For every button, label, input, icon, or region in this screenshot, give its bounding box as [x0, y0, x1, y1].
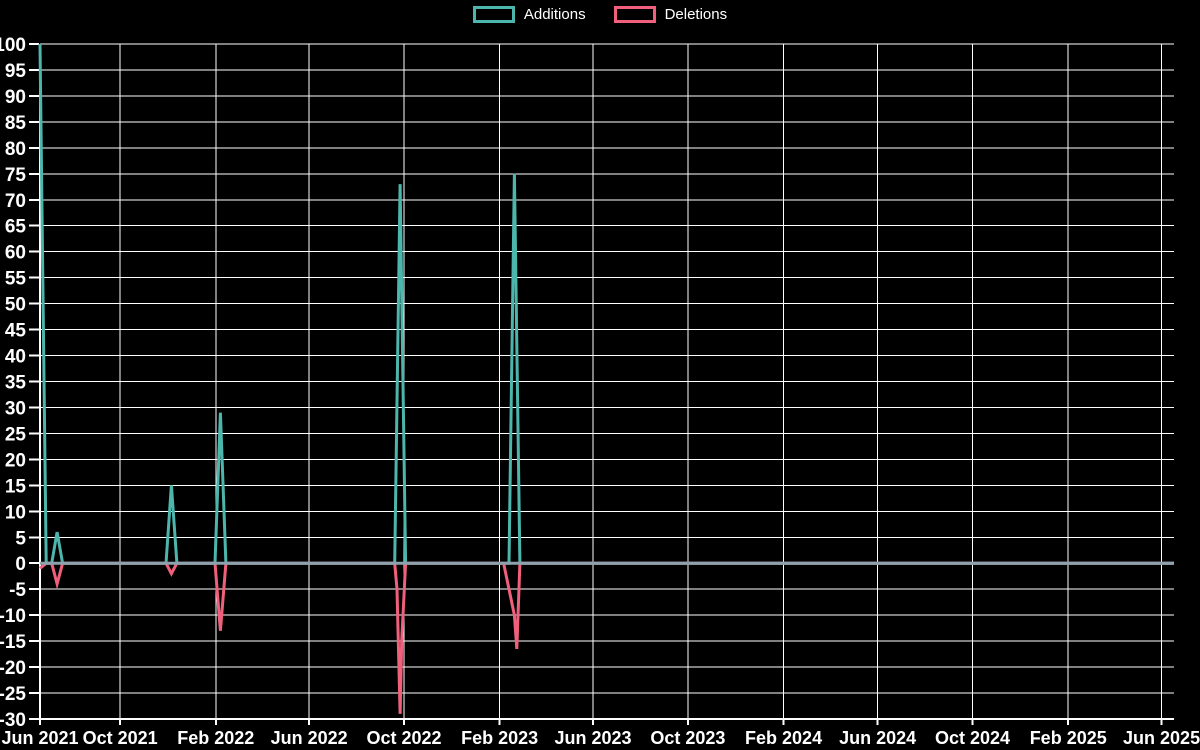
y-tick-label: 30 — [5, 398, 26, 419]
y-tick-label: 15 — [5, 476, 27, 497]
y-tick-label: -25 — [0, 684, 26, 705]
y-tick-label: 95 — [5, 61, 27, 82]
y-tick-label: 20 — [5, 450, 26, 471]
y-tick-label: -5 — [9, 580, 26, 601]
x-tick-label: Oct 2023 — [650, 728, 725, 748]
y-tick-label: 80 — [5, 139, 26, 160]
legend-item-deletions[interactable]: Deletions — [613, 6, 728, 23]
x-tick-label: Jun 2024 — [839, 728, 916, 748]
x-tick-label: Feb 2022 — [177, 728, 254, 748]
y-tick-label: 65 — [5, 217, 27, 238]
chart-legend: Additions Deletions — [0, 6, 1200, 23]
y-tick-label: -20 — [0, 658, 26, 679]
x-tick-label: Oct 2021 — [83, 728, 158, 748]
y-tick-label: 0 — [15, 554, 26, 575]
legend-item-additions[interactable]: Additions — [472, 6, 586, 23]
y-tick-label: 10 — [5, 502, 26, 523]
y-tick-label: 35 — [5, 373, 27, 394]
deletions-swatch-icon — [613, 6, 656, 23]
x-tick-label: Feb 2023 — [461, 728, 538, 748]
x-tick-label: Jun 2022 — [271, 728, 348, 748]
y-tick-label: 60 — [5, 243, 26, 264]
y-tick-label: -30 — [0, 710, 26, 731]
series-line-deletions — [39, 561, 1174, 714]
y-tick-label: 5 — [15, 528, 26, 549]
x-tick-label: Oct 2022 — [366, 728, 441, 748]
y-tick-label: 50 — [5, 295, 26, 316]
x-tick-label: Jun 2025 — [1123, 728, 1200, 748]
series-line-additions — [38, 43, 1174, 565]
x-tick-label: Feb 2024 — [745, 728, 822, 748]
y-tick-label: 75 — [5, 165, 27, 186]
x-tick-label: Feb 2025 — [1030, 728, 1107, 748]
legend-label-additions: Additions — [523, 6, 586, 23]
y-tick-label: 40 — [5, 347, 26, 368]
x-tick-label: Jun 2021 — [1, 728, 78, 748]
y-tick-label: -15 — [0, 632, 26, 653]
y-tick-label: 70 — [5, 191, 26, 212]
y-tick-label: 90 — [5, 87, 26, 108]
y-tick-label: 55 — [5, 269, 27, 290]
legend-label-deletions: Deletions — [664, 6, 728, 23]
y-tick-label: 100 — [0, 35, 26, 56]
y-tick-label: 45 — [5, 321, 27, 342]
y-tick-label: 85 — [5, 113, 27, 134]
additions-swatch-icon — [472, 6, 515, 23]
y-tick-label: 25 — [5, 424, 27, 445]
x-tick-label: Jun 2023 — [554, 728, 631, 748]
y-tick-label: -10 — [0, 606, 26, 627]
x-tick-label: Oct 2024 — [935, 728, 1010, 748]
